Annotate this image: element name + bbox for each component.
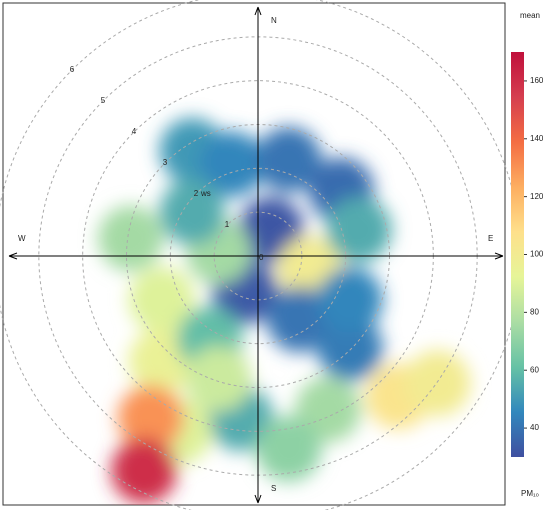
- compass-label: N: [271, 16, 277, 25]
- surface-cell: [317, 315, 383, 381]
- surface: [98, 117, 471, 504]
- ring-label: 6: [70, 65, 75, 74]
- surface-cell: [117, 385, 184, 452]
- surface-cell: [98, 205, 164, 272]
- surface-cell: [159, 179, 226, 246]
- colorbar: [511, 52, 524, 457]
- plot-frame: [2, 2, 506, 506]
- surface-cell: [325, 196, 392, 263]
- ring-label: 3: [163, 158, 168, 167]
- colorbar-tick-label: 100: [530, 250, 544, 259]
- ring-label: 4: [132, 127, 137, 136]
- compass-label: W: [18, 234, 26, 243]
- axes: [8, 6, 504, 504]
- surface-cell: [317, 266, 383, 333]
- surface-cell: [128, 266, 195, 333]
- colorbar-tick-label: 80: [530, 307, 539, 316]
- ring-label: 2: [194, 189, 199, 198]
- colorbar-label: PM₁₀: [521, 489, 539, 498]
- surface-cell: [111, 437, 177, 504]
- surface-cell: [255, 415, 322, 482]
- colorbar-title: mean: [520, 11, 540, 20]
- colorbar-tick-label: 60: [530, 365, 539, 374]
- center-label: 0: [259, 253, 264, 262]
- surface-cell: [198, 131, 265, 197]
- colorbar-tick-label: 160: [530, 76, 544, 85]
- ring-label: 1: [225, 220, 230, 229]
- ring-axis-label: ws: [200, 189, 211, 198]
- colorbar-tick-label: 140: [530, 134, 544, 143]
- surface-cell: [266, 286, 333, 353]
- ring-label: 5: [101, 96, 106, 105]
- surface-cell: [255, 126, 322, 193]
- colorbar-tick-label: 120: [530, 192, 544, 201]
- compass-label: E: [488, 234, 493, 243]
- surface-cell: [404, 350, 471, 416]
- colorbar-tick-label: 40: [530, 423, 539, 432]
- surface-cell: [185, 345, 252, 412]
- compass-label: S: [271, 484, 276, 493]
